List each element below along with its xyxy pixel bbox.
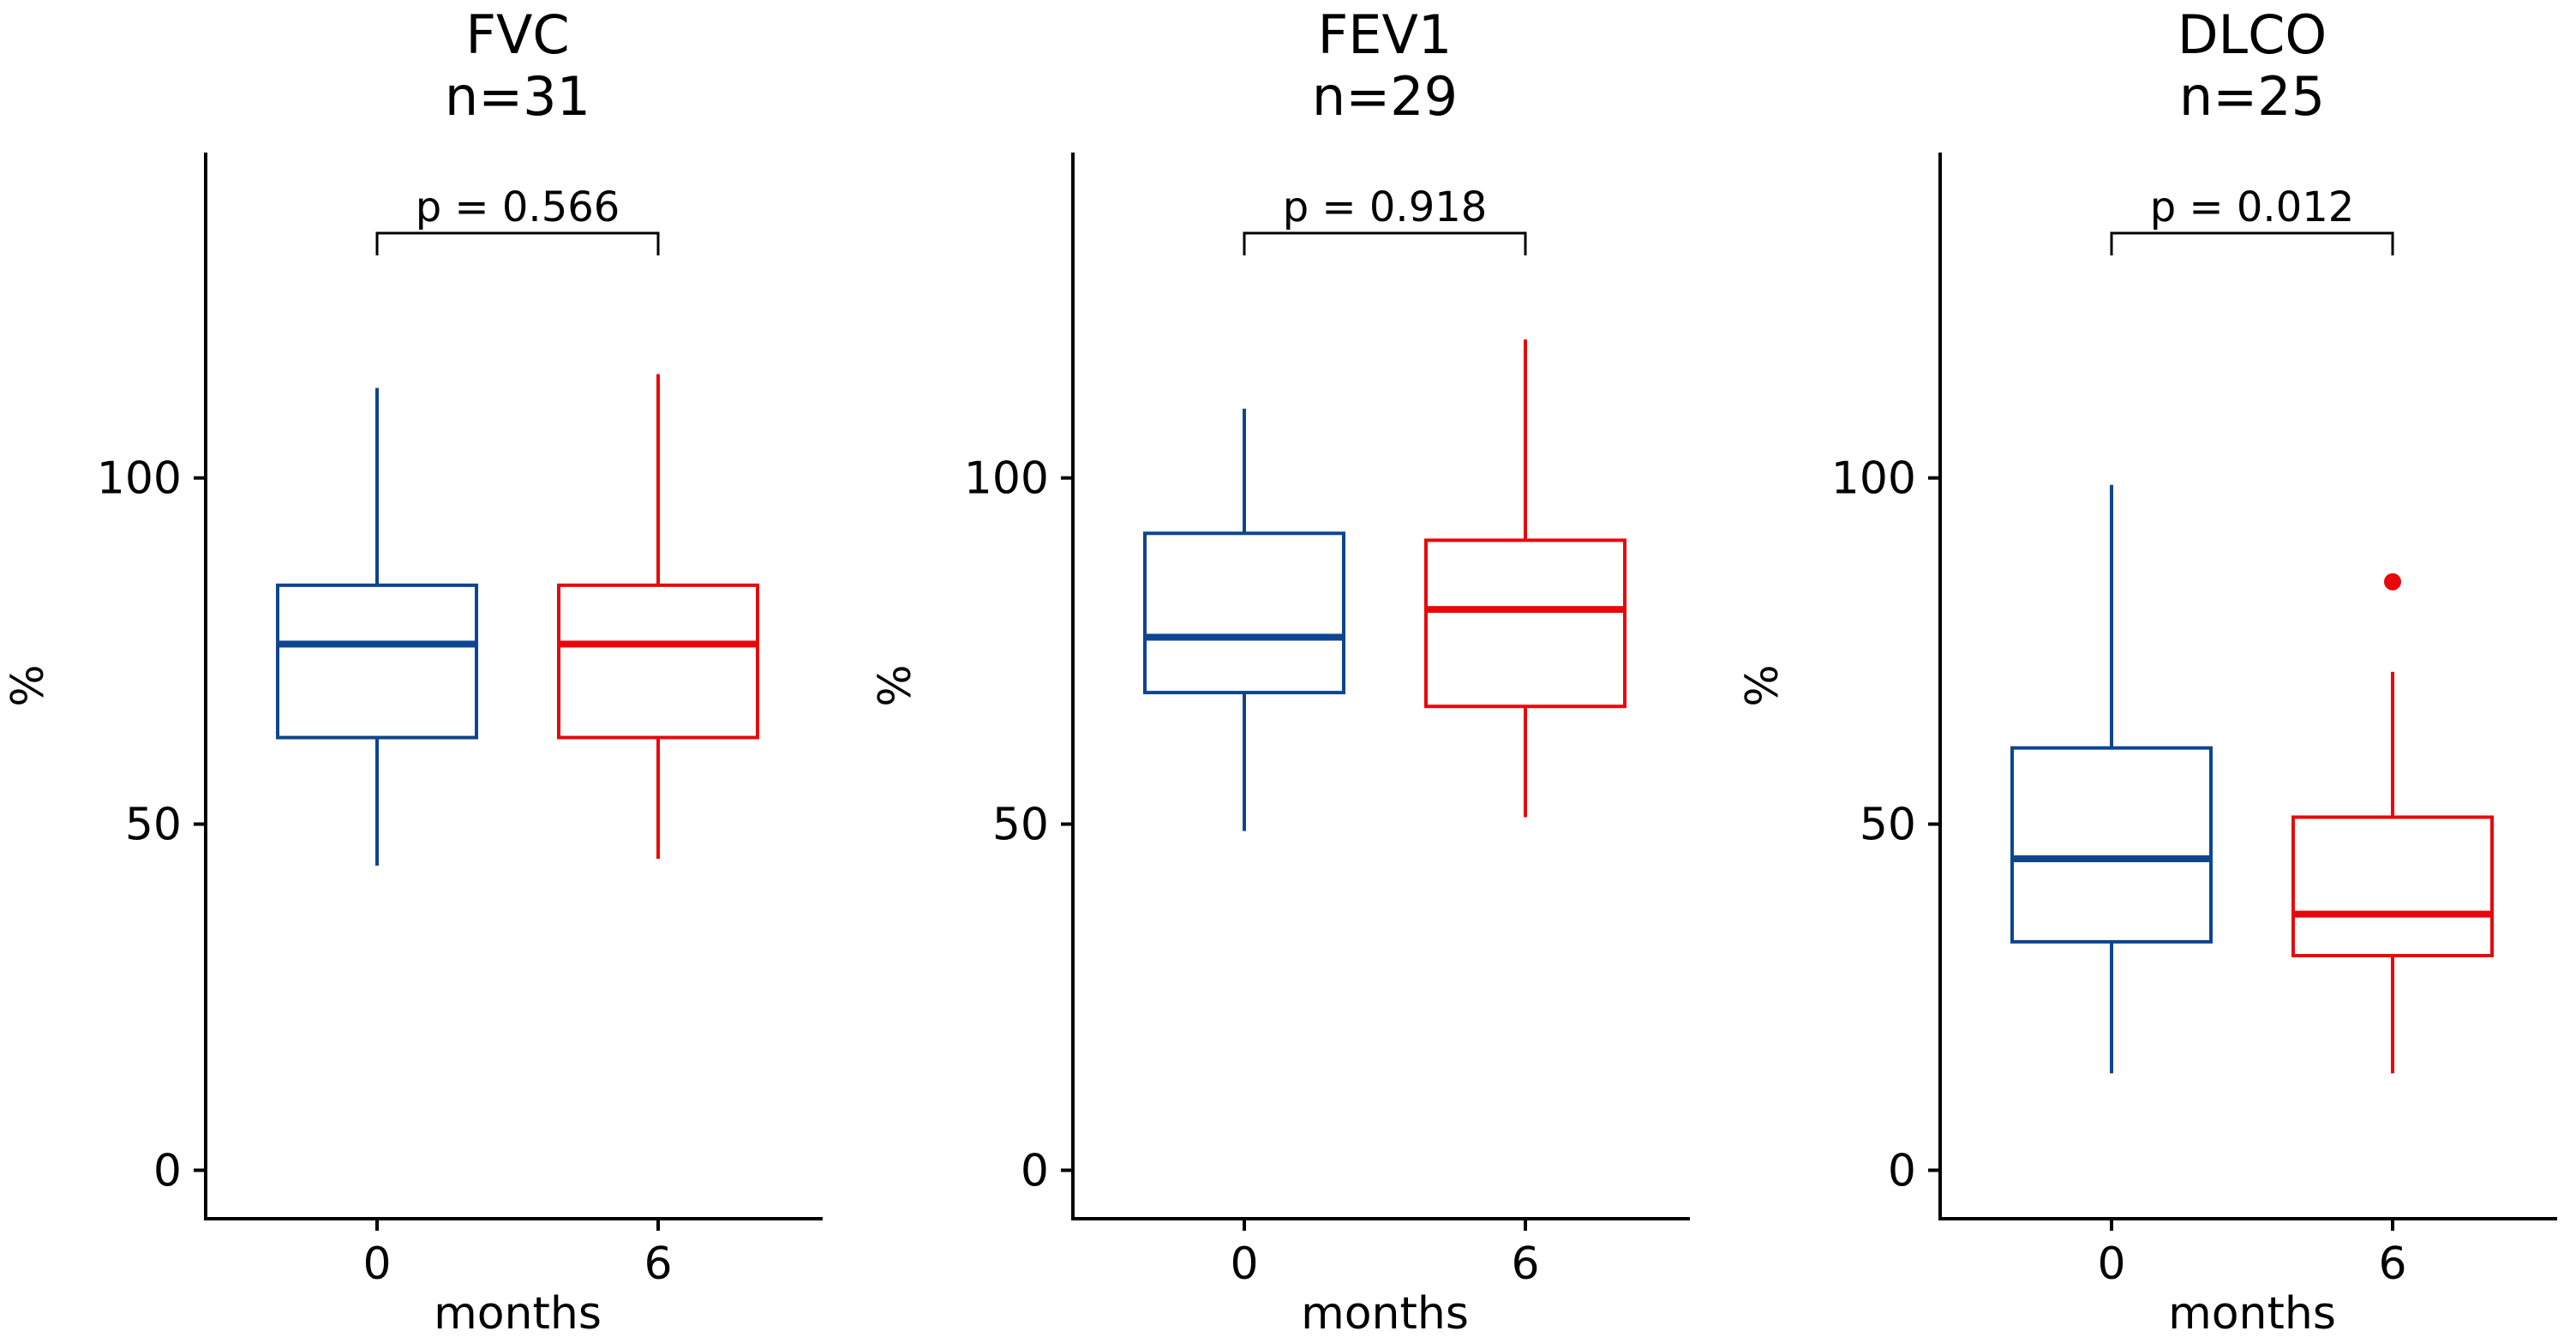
chart-title: DLCO xyxy=(2178,3,2327,66)
y-tick-label: 50 xyxy=(125,800,182,851)
significance-bracket xyxy=(2110,231,2394,255)
x-axis-title: months xyxy=(2168,1288,2336,1337)
box-iqr xyxy=(1424,538,1626,709)
y-axis-title: % xyxy=(1737,664,1788,706)
x-axis-title: months xyxy=(434,1288,602,1337)
chart-subtitle: n=31 xyxy=(445,65,590,128)
x-tick-label: 0 xyxy=(2097,1238,2125,1290)
y-axis-title: % xyxy=(870,664,921,706)
significance-bracket xyxy=(1243,231,1527,255)
box-iqr xyxy=(1143,531,1345,695)
p-value-label: p = 0.012 xyxy=(2150,183,2355,231)
x-tick-label: 6 xyxy=(1511,1238,1539,1290)
p-value-label: p = 0.566 xyxy=(416,183,620,231)
box-iqr xyxy=(2010,746,2213,944)
p-value-label: p = 0.918 xyxy=(1283,183,1488,231)
box-iqr xyxy=(2291,815,2494,958)
chart-title: FEV1 xyxy=(1318,3,1453,66)
y-tick-label: 100 xyxy=(1831,453,1916,505)
chart-subtitle: n=29 xyxy=(1312,65,1458,128)
y-tick-label: 0 xyxy=(1888,1145,1916,1196)
chart-subtitle: n=25 xyxy=(2179,65,2325,128)
chart-title: FVC xyxy=(465,3,569,66)
y-tick-label: 0 xyxy=(153,1145,182,1196)
box-iqr xyxy=(557,583,759,740)
x-tick-label: 0 xyxy=(1230,1238,1258,1290)
x-axis-title: months xyxy=(1301,1288,1469,1337)
x-tick-label: 6 xyxy=(2378,1238,2406,1290)
y-tick-label: 0 xyxy=(1021,1145,1049,1196)
significance-bracket xyxy=(375,231,660,255)
y-tick-label: 50 xyxy=(1860,800,1916,851)
box-iqr xyxy=(276,583,478,740)
x-tick-label: 0 xyxy=(362,1238,391,1290)
y-axis-title: % xyxy=(3,664,54,706)
x-tick-label: 6 xyxy=(644,1238,672,1290)
y-tick-label: 100 xyxy=(964,453,1049,505)
y-tick-label: 50 xyxy=(992,800,1049,851)
outlier-point xyxy=(2384,573,2401,591)
y-tick-label: 100 xyxy=(97,453,182,505)
